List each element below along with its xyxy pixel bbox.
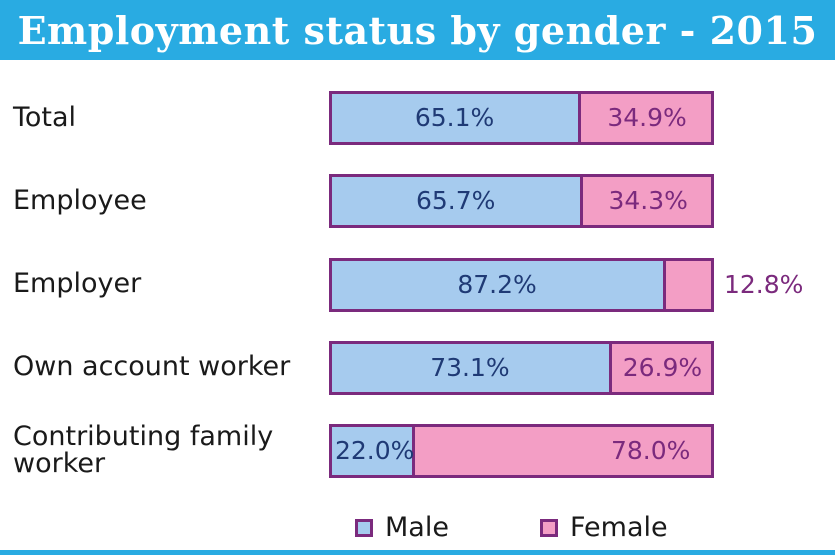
value-label-male-employee: 65.7%	[415, 186, 496, 215]
value-label-male-total: 65.1%	[414, 103, 495, 132]
legend-swatch-male	[355, 518, 373, 537]
bar-male-own-account-worker	[329, 341, 612, 395]
bottom-rule	[0, 550, 835, 555]
bar-female-employee	[580, 174, 714, 228]
category-label-employee: Employee	[13, 185, 147, 216]
bar-male-employer	[329, 258, 667, 312]
value-label-female-employee: 34.3%	[608, 186, 688, 215]
legend-item-female: Female	[540, 512, 668, 543]
bar-female-employer	[663, 258, 714, 312]
legend: Male Female	[0, 512, 835, 546]
value-label-female-total: 34.9%	[607, 103, 687, 132]
category-label-total: Total	[13, 102, 77, 133]
value-label-female-own-account-worker: 26.9%	[622, 353, 703, 382]
category-label-own-account-worker: Own account worker	[13, 351, 291, 382]
category-label-contributing-family-worker: Contributing family worker	[13, 421, 274, 479]
category-label-employer: Employer	[13, 268, 142, 299]
chart-title: Employment status by gender - 2015	[17, 7, 818, 53]
value-label-male-own-account-worker: 73.1%	[430, 353, 510, 382]
bar-male-contributing-family-worker	[329, 424, 416, 478]
bar-female-total	[578, 91, 714, 145]
bar-female-contributing-family-worker	[412, 424, 714, 478]
bar-female-own-account-worker	[608, 341, 714, 395]
bar-male-employee	[329, 174, 584, 228]
value-label-female-employer: 12.8%	[724, 270, 804, 299]
chart-header: Employment status by gender - 2015	[0, 0, 835, 60]
value-label-female-contributing-family-worker: 78.0%	[611, 436, 691, 465]
legend-label-female: Female	[570, 512, 668, 543]
value-label-male-contributing-family-worker: 22.0%	[335, 436, 415, 465]
legend-swatch-female	[540, 518, 558, 537]
bar-male-total	[329, 91, 582, 145]
value-label-male-employer: 87.2%	[457, 270, 537, 299]
legend-item-male: Male	[355, 512, 449, 543]
legend-label-male: Male	[385, 512, 449, 543]
